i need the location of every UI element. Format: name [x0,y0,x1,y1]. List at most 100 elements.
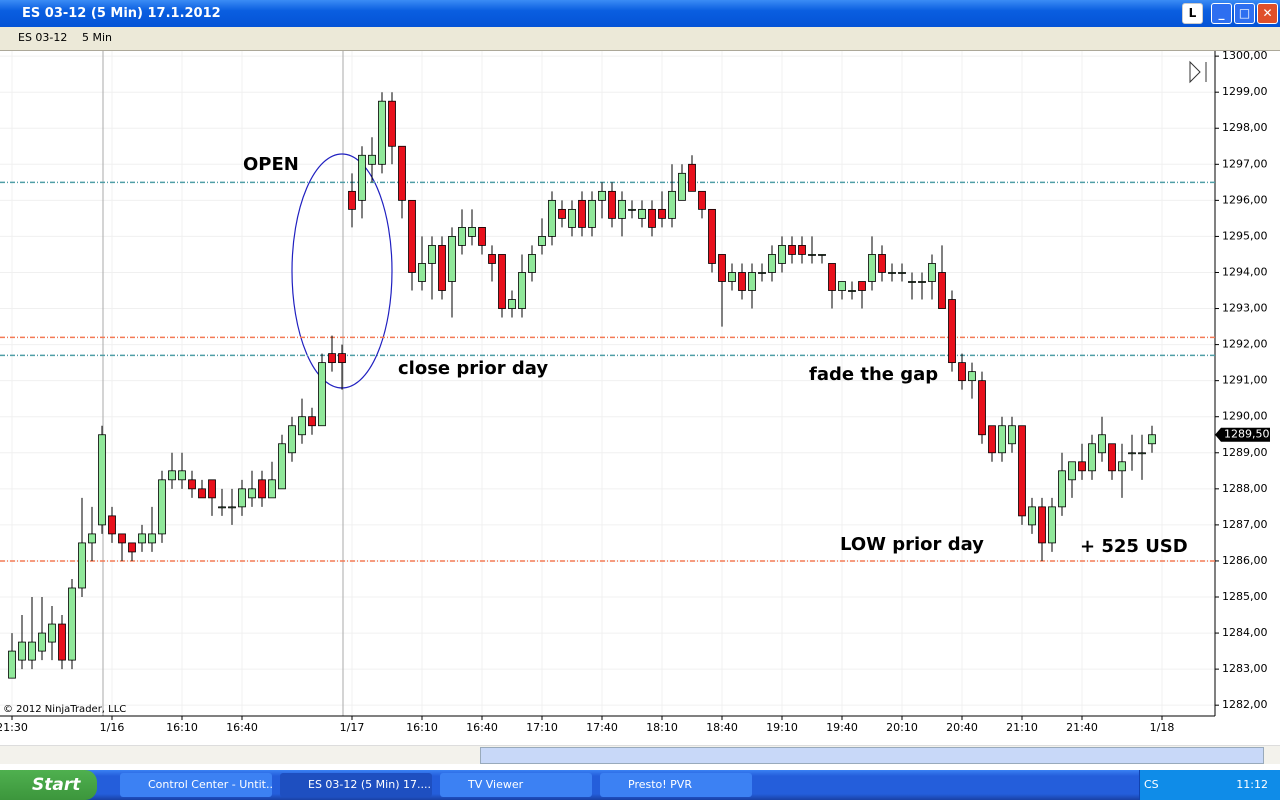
candle-body [808,254,816,256]
x-tick-label: 19:10 [766,721,798,734]
candle-body [68,587,76,661]
last-price-label: 1289,50 [1224,428,1270,441]
candle-body [648,208,656,228]
candle-body [348,190,356,210]
candle-body [228,506,236,509]
candle-body [318,362,326,427]
candle-body [428,245,436,264]
title-bar: ES 03-12 (5 Min) 17.1.2012 L _ □ ✕ [0,0,1280,27]
candle-body [758,272,766,274]
start-button[interactable]: Start [0,770,97,800]
candle-body [358,154,366,201]
candle-body [658,208,666,219]
candle-body [618,199,626,219]
candle-body [518,272,526,309]
candle-body [898,272,906,274]
candle-body [208,479,216,499]
candle-body [288,425,296,454]
candle-body [168,470,176,481]
toolbar: ES 03-12 5 Min [0,27,1280,51]
y-tick-label: 1298,00 [1222,121,1268,134]
task-button[interactable]: Control Center - Untit... [120,773,272,797]
scrollbar[interactable] [0,745,1280,764]
minimize-button[interactable]: _ [1211,3,1232,24]
y-tick-label: 1297,00 [1222,157,1268,170]
y-tick-label: 1300,00 [1222,49,1268,62]
candle-body [128,542,136,553]
y-tick-label: 1295,00 [1222,229,1268,242]
x-tick-label: 16:40 [466,721,498,734]
candle-body [738,272,746,291]
close-button[interactable]: ✕ [1257,3,1278,24]
language-indicator[interactable]: CS [1144,778,1159,791]
candle-body [258,479,266,499]
task-button[interactable]: ES 03-12 (5 Min) 17.... [280,773,432,797]
candle-body [448,236,456,282]
maximize-button[interactable]: □ [1234,3,1255,24]
candle-body [708,208,716,264]
candle-body [818,254,826,256]
candle-body [1038,506,1046,544]
candle-body [1138,452,1146,455]
system-tray: CS 11:12 [1139,770,1280,800]
candle-body [828,263,836,291]
candle-body [1098,434,1106,454]
candle-body [338,353,346,364]
candle-body [938,272,946,309]
candle-body [878,254,886,273]
task-button[interactable]: Presto! PVR [600,773,752,797]
candle-body [238,488,246,508]
candle-body [1008,425,1016,445]
candle-body [748,272,756,291]
x-tick-label: 18:10 [646,721,678,734]
candle-body [768,254,776,273]
last-price-marker [1215,427,1270,442]
candle-body [918,281,926,283]
x-tick-label: 17:10 [526,721,558,734]
scroll-thumb[interactable] [480,747,1264,764]
candle-body [378,100,386,165]
candle-body [1048,506,1056,544]
instrument-selector[interactable]: ES 03-12 [18,31,68,44]
candle-body [88,533,96,544]
x-tick-label: 16:10 [166,721,198,734]
candle-body [978,380,986,436]
candle-body [418,263,426,282]
y-tick-label: 1283,00 [1222,662,1268,675]
annotation: close prior day [398,358,548,379]
candle-body [98,434,106,526]
candle-body [1018,425,1026,517]
annotation: + 525 USD [1080,536,1188,557]
candle-body [538,236,546,246]
candle-body [328,353,336,364]
candle-body [678,172,686,201]
y-tick-label: 1291,00 [1222,374,1268,387]
candle-body [278,443,286,490]
candle-body [498,254,506,309]
x-tick-label: 1/16 [100,721,125,734]
y-tick-label: 1290,00 [1222,410,1268,423]
y-tick-label: 1282,00 [1222,698,1268,711]
x-tick-label: 1/17 [340,721,365,734]
scroll-end-icon[interactable] [1189,60,1207,84]
x-tick-label: 1/18 [1150,721,1175,734]
x-tick-label: 20:10 [886,721,918,734]
candle-body [48,623,56,643]
candle-body [598,190,606,201]
candle-body [968,371,976,382]
candle-body [1148,434,1156,445]
candle-body [528,254,536,273]
interval-selector[interactable]: 5 Min [82,31,113,44]
candle-body [1058,470,1066,508]
candle-body [948,299,956,364]
link-button[interactable]: L [1182,3,1203,24]
candle-body [308,416,316,427]
candle-body [868,254,876,282]
x-tick-label: 21:30 [0,721,28,734]
candle-body [1108,443,1116,472]
y-tick-label: 1294,00 [1222,265,1268,278]
task-button[interactable]: TV Viewer [440,773,592,797]
y-tick-label: 1285,00 [1222,590,1268,603]
y-tick-label: 1289,00 [1222,446,1268,459]
candle-body [688,163,696,192]
